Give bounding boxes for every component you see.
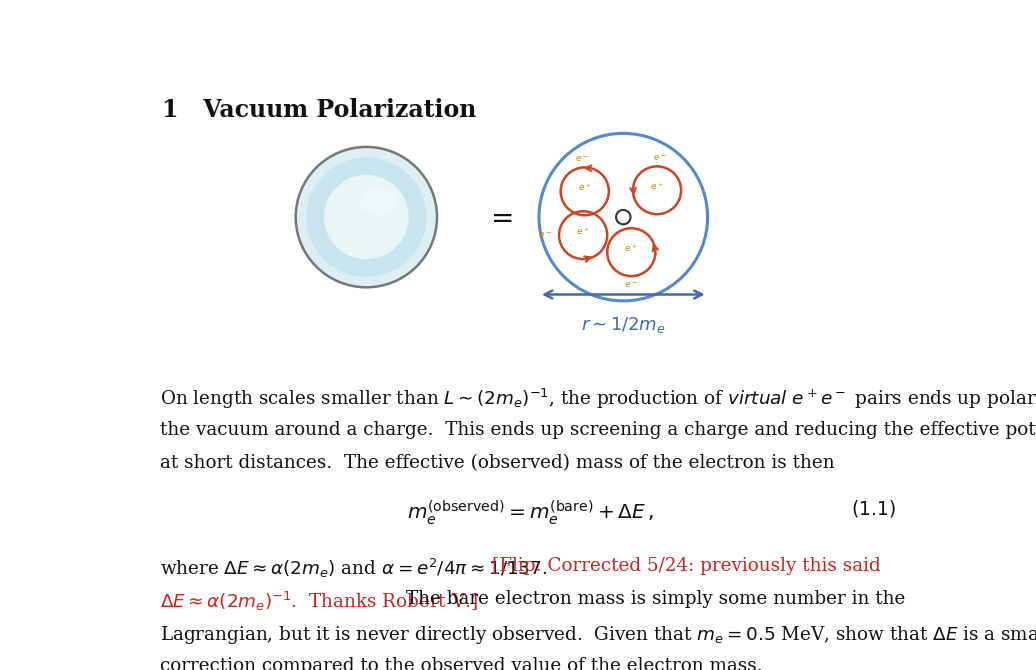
Text: $m_e^{\mathrm{(observed)}} = m_e^{\mathrm{(bare)}} + \Delta E\,,$: $m_e^{\mathrm{(observed)}} = m_e^{\mathr… bbox=[407, 498, 655, 527]
Ellipse shape bbox=[539, 133, 708, 301]
Text: 1   Vacuum Polarization: 1 Vacuum Polarization bbox=[162, 98, 476, 123]
Ellipse shape bbox=[324, 175, 409, 259]
Ellipse shape bbox=[359, 188, 399, 215]
Text: $\Delta E \approx \alpha(2m_e)^{-1}$.  Thanks Robert V.]: $\Delta E \approx \alpha(2m_e)^{-1}$. Th… bbox=[160, 590, 478, 613]
Text: Lagrangian, but it is never directly observed.  Given that $m_e = 0.5$ MeV, show: Lagrangian, but it is never directly obs… bbox=[160, 624, 1036, 646]
Text: correction compared to the observed value of the electron mass.: correction compared to the observed valu… bbox=[160, 657, 762, 670]
Text: $e^+$: $e^+$ bbox=[578, 182, 592, 193]
Text: The bare electron mass is simply some number in the: The bare electron mass is simply some nu… bbox=[406, 590, 905, 608]
Text: $e^-$: $e^-$ bbox=[653, 154, 666, 163]
Text: $e^-$: $e^-$ bbox=[538, 230, 551, 240]
Text: the vacuum around a charge.  This ends up screening a charge and reducing the ef: the vacuum around a charge. This ends up… bbox=[160, 421, 1036, 439]
Ellipse shape bbox=[307, 157, 427, 277]
Text: $e^-$: $e^-$ bbox=[575, 155, 589, 164]
Text: $(1.1)$: $(1.1)$ bbox=[852, 498, 896, 519]
Text: $e^+$: $e^+$ bbox=[625, 243, 638, 254]
Text: $r \sim 1/2m_e$: $r \sim 1/2m_e$ bbox=[581, 315, 665, 335]
Text: $e^+$: $e^+$ bbox=[576, 225, 591, 237]
Text: $=$: $=$ bbox=[485, 204, 513, 230]
Text: $e^-$: $e^-$ bbox=[625, 281, 638, 290]
Text: [Flip: Corrected 5/24: previously this said: [Flip: Corrected 5/24: previously this s… bbox=[492, 557, 882, 575]
Text: $e^+$: $e^+$ bbox=[651, 180, 664, 192]
Ellipse shape bbox=[295, 147, 437, 287]
Text: On length scales smaller than $L \sim (2m_e)^{-1}$, the production of $\mathit{v: On length scales smaller than $L \sim (2… bbox=[160, 387, 1036, 411]
Text: where $\Delta E \approx \alpha(2m_e)$ and $\alpha = e^2/4\pi \approx 1/137$.: where $\Delta E \approx \alpha(2m_e)$ an… bbox=[160, 557, 555, 580]
Text: at short distances.  The effective (observed) mass of the electron is then: at short distances. The effective (obser… bbox=[160, 454, 835, 472]
